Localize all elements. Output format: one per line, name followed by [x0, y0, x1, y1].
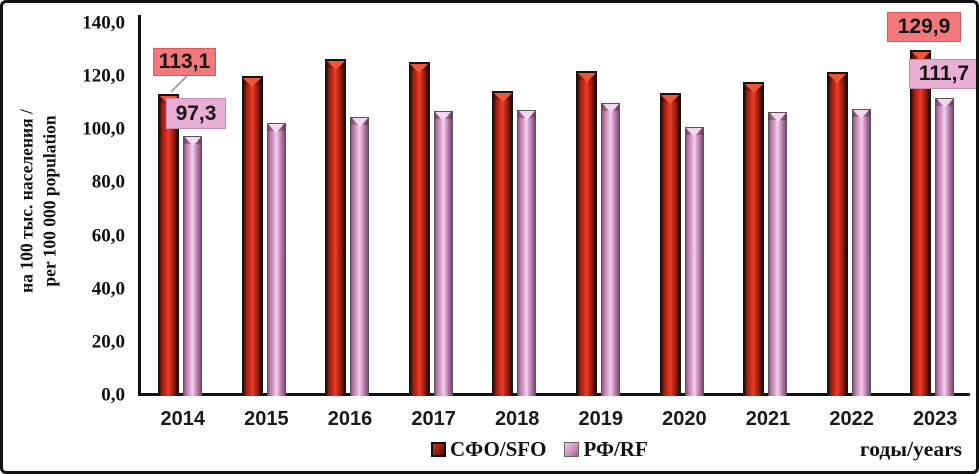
y-tick-0_0: 0,0 — [101, 384, 125, 406]
bar-top-notch — [410, 64, 429, 74]
bar-rf-2019 — [601, 102, 620, 396]
legend-swatch-sfo — [431, 442, 446, 457]
bar-sfo-2017 — [408, 62, 430, 396]
x-label-2021: 2021 — [745, 408, 791, 430]
x-axis-line — [138, 393, 970, 396]
x-axis-title: годы/years — [860, 437, 962, 461]
x-label-2022: 2022 — [829, 408, 874, 430]
bar-rf-2018 — [517, 109, 537, 396]
bar-top-notch — [577, 73, 596, 83]
bar-sfo-2014 — [158, 94, 179, 396]
data-label-sfo-2023: 129,9 — [887, 12, 961, 42]
y-tick-80_0: 80,0 — [91, 171, 125, 193]
y-tick-40_0: 40,0 — [91, 278, 125, 300]
bar-top-notch — [661, 94, 680, 104]
bar-rf-2016 — [350, 116, 370, 396]
legend: СФО/SFO РФ/RF — [431, 439, 648, 460]
bar-rf-2020 — [684, 126, 704, 396]
bar-top-notch — [351, 117, 368, 127]
x-label-2020: 2020 — [662, 408, 707, 430]
y-tick-20_0: 20,0 — [91, 331, 125, 353]
bar-top-notch — [184, 137, 201, 147]
bar-rf-2014 — [183, 136, 202, 396]
bar-top-notch — [911, 51, 930, 61]
bar-top-notch — [243, 77, 262, 87]
x-label-2016: 2016 — [327, 408, 373, 430]
bar-top-notch — [936, 99, 953, 109]
x-label-2014: 2014 — [160, 408, 206, 430]
bar-top-notch — [769, 113, 786, 123]
bar-sfo-2018 — [492, 90, 514, 396]
x-label-2017: 2017 — [411, 408, 456, 430]
bar-rf-2022 — [851, 109, 871, 396]
bar-rf-2021 — [768, 112, 788, 396]
bar-sfo-2019 — [576, 71, 597, 396]
bar-sfo-2023 — [910, 49, 932, 396]
bar-rf-2023 — [935, 98, 955, 396]
bar-sfo-2015 — [241, 75, 263, 396]
bar-top-notch — [686, 127, 703, 137]
data-label-rf-2023: 111,7 — [909, 59, 976, 89]
x-label-2023: 2023 — [912, 408, 958, 430]
bar-top-notch — [602, 103, 619, 113]
bar-sfo-2021 — [743, 81, 765, 396]
y-axis-title-line1: на 100 тыс. населения / — [16, 109, 37, 293]
legend-item-rf: РФ/RF — [564, 437, 648, 461]
bar-top-notch — [268, 124, 285, 134]
bar-sfo-2022 — [826, 72, 848, 396]
data-label-rf-2014: 97,3 — [166, 98, 226, 129]
bar-top-notch — [435, 112, 452, 122]
y-tick-100_0: 100,0 — [82, 118, 125, 140]
legend-label-sfo: СФО/SFO — [450, 437, 547, 461]
y-axis-line — [138, 15, 141, 396]
bar-top-notch — [518, 110, 535, 120]
y-tick-120_0: 120,0 — [82, 65, 125, 87]
x-label-2018: 2018 — [494, 408, 540, 430]
bar-rf-2015 — [266, 123, 286, 396]
bar-sfo-2020 — [659, 92, 681, 396]
bar-top-notch — [828, 74, 847, 84]
x-label-2019: 2019 — [578, 408, 624, 430]
data-label-sfo-2014: 113,1 — [153, 48, 216, 76]
y-tick-140_0: 140,0 — [82, 12, 125, 34]
bar-top-notch — [326, 61, 345, 71]
y-axis-title: на 100 тыс. населения / per 100 000 popu… — [15, 31, 61, 371]
bar-sfo-2016 — [325, 59, 347, 396]
legend-label-rf: РФ/RF — [583, 437, 648, 461]
bar-rf-2017 — [433, 111, 453, 396]
y-tick-60_0: 60,0 — [91, 225, 125, 247]
bar-top-notch — [744, 83, 763, 93]
legend-item-sfo: СФО/SFO — [431, 439, 546, 460]
x-label-2015: 2015 — [244, 408, 289, 430]
legend-swatch-rf — [564, 442, 580, 457]
bar-top-notch — [853, 110, 870, 120]
bar-top-notch — [493, 92, 512, 102]
